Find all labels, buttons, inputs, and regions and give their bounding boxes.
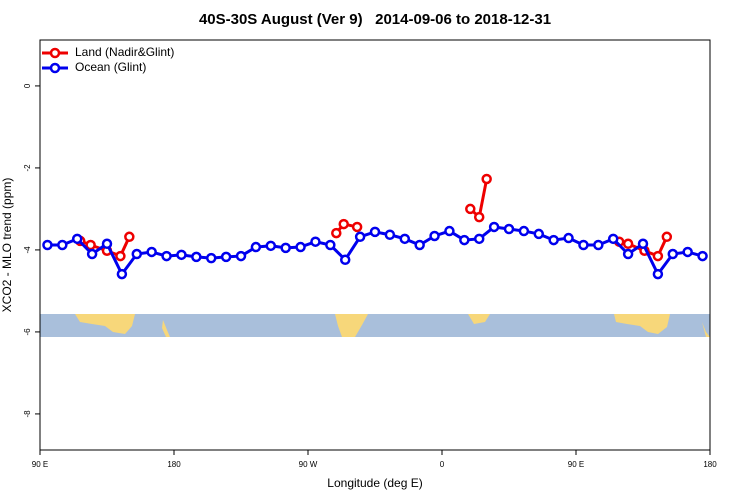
data-point (622, 238, 634, 250)
data-point (593, 239, 604, 251)
data-point (325, 239, 336, 251)
data-point (488, 221, 500, 233)
data-point (578, 239, 589, 251)
data-point (399, 233, 411, 245)
data-point (116, 268, 128, 280)
map-strip (40, 314, 710, 337)
data-point (697, 250, 708, 262)
data-point (339, 254, 351, 266)
data-point (191, 251, 202, 263)
data-point (444, 225, 455, 237)
data-point (280, 242, 291, 254)
data-point (473, 211, 485, 223)
data-point (637, 238, 649, 250)
data-point (161, 250, 172, 262)
data-point (459, 234, 470, 246)
data-point (146, 246, 157, 258)
y-tick-label: 0 (23, 83, 32, 88)
data-point (115, 250, 126, 262)
legend-label: Land (Nadir&Glint) (75, 45, 174, 59)
x-tick-label: 90 E (568, 460, 584, 469)
plot-frame (39, 39, 711, 451)
data-point (265, 240, 277, 252)
data-point (622, 248, 634, 260)
data-point (667, 248, 679, 260)
x-tick-label: 90 W (299, 460, 318, 469)
data-point (295, 241, 306, 253)
data-point (331, 227, 342, 239)
data-point (176, 249, 187, 261)
data-point (235, 250, 247, 262)
x-tick-label: 180 (703, 460, 717, 469)
y-tick-label: -2 (23, 164, 32, 172)
data-point (548, 234, 559, 246)
data-point (384, 229, 396, 240)
legend-marker (49, 62, 61, 74)
data-point (503, 223, 515, 235)
data-point (124, 231, 135, 243)
data-point (354, 231, 366, 243)
y-tick-label: -8 (23, 410, 32, 418)
data-point (310, 236, 321, 247)
data-point (682, 246, 693, 258)
data-point (607, 233, 619, 245)
data-point (533, 228, 545, 240)
y-axis-label: XCO2 - MLO trend (ppm) (0, 178, 14, 313)
data-point (473, 233, 485, 245)
data-point (205, 252, 217, 264)
data-point (338, 218, 349, 230)
x-tick-label: 180 (167, 460, 181, 469)
x-axis-label: Longitude (deg E) (327, 476, 422, 490)
data-point (429, 230, 440, 242)
data-point (101, 238, 113, 250)
data-point (652, 250, 664, 262)
data-point (465, 203, 476, 215)
data-point (250, 241, 262, 253)
data-point (71, 233, 83, 245)
data-point (563, 232, 574, 244)
chart-title: 40S-30S August (Ver 9) 2014-09-06 to 201… (199, 11, 551, 28)
data-point (652, 268, 664, 280)
data-point (86, 248, 98, 260)
data-point (414, 239, 425, 251)
legend-label: Ocean (Glint) (75, 60, 146, 74)
data-point (661, 231, 673, 243)
data-point (369, 226, 381, 238)
data-point (42, 239, 53, 251)
data-point (481, 173, 492, 185)
data-point (57, 239, 68, 251)
legend-marker (49, 47, 61, 59)
data-point (351, 221, 363, 233)
data-point (220, 251, 232, 263)
data-point (518, 225, 530, 237)
x-tick-label: 0 (440, 460, 445, 469)
x-tick-label: 90 E (32, 460, 48, 469)
y-tick-label: -4 (23, 246, 32, 254)
y-tick-label: -6 (23, 328, 32, 336)
data-point (131, 248, 143, 260)
